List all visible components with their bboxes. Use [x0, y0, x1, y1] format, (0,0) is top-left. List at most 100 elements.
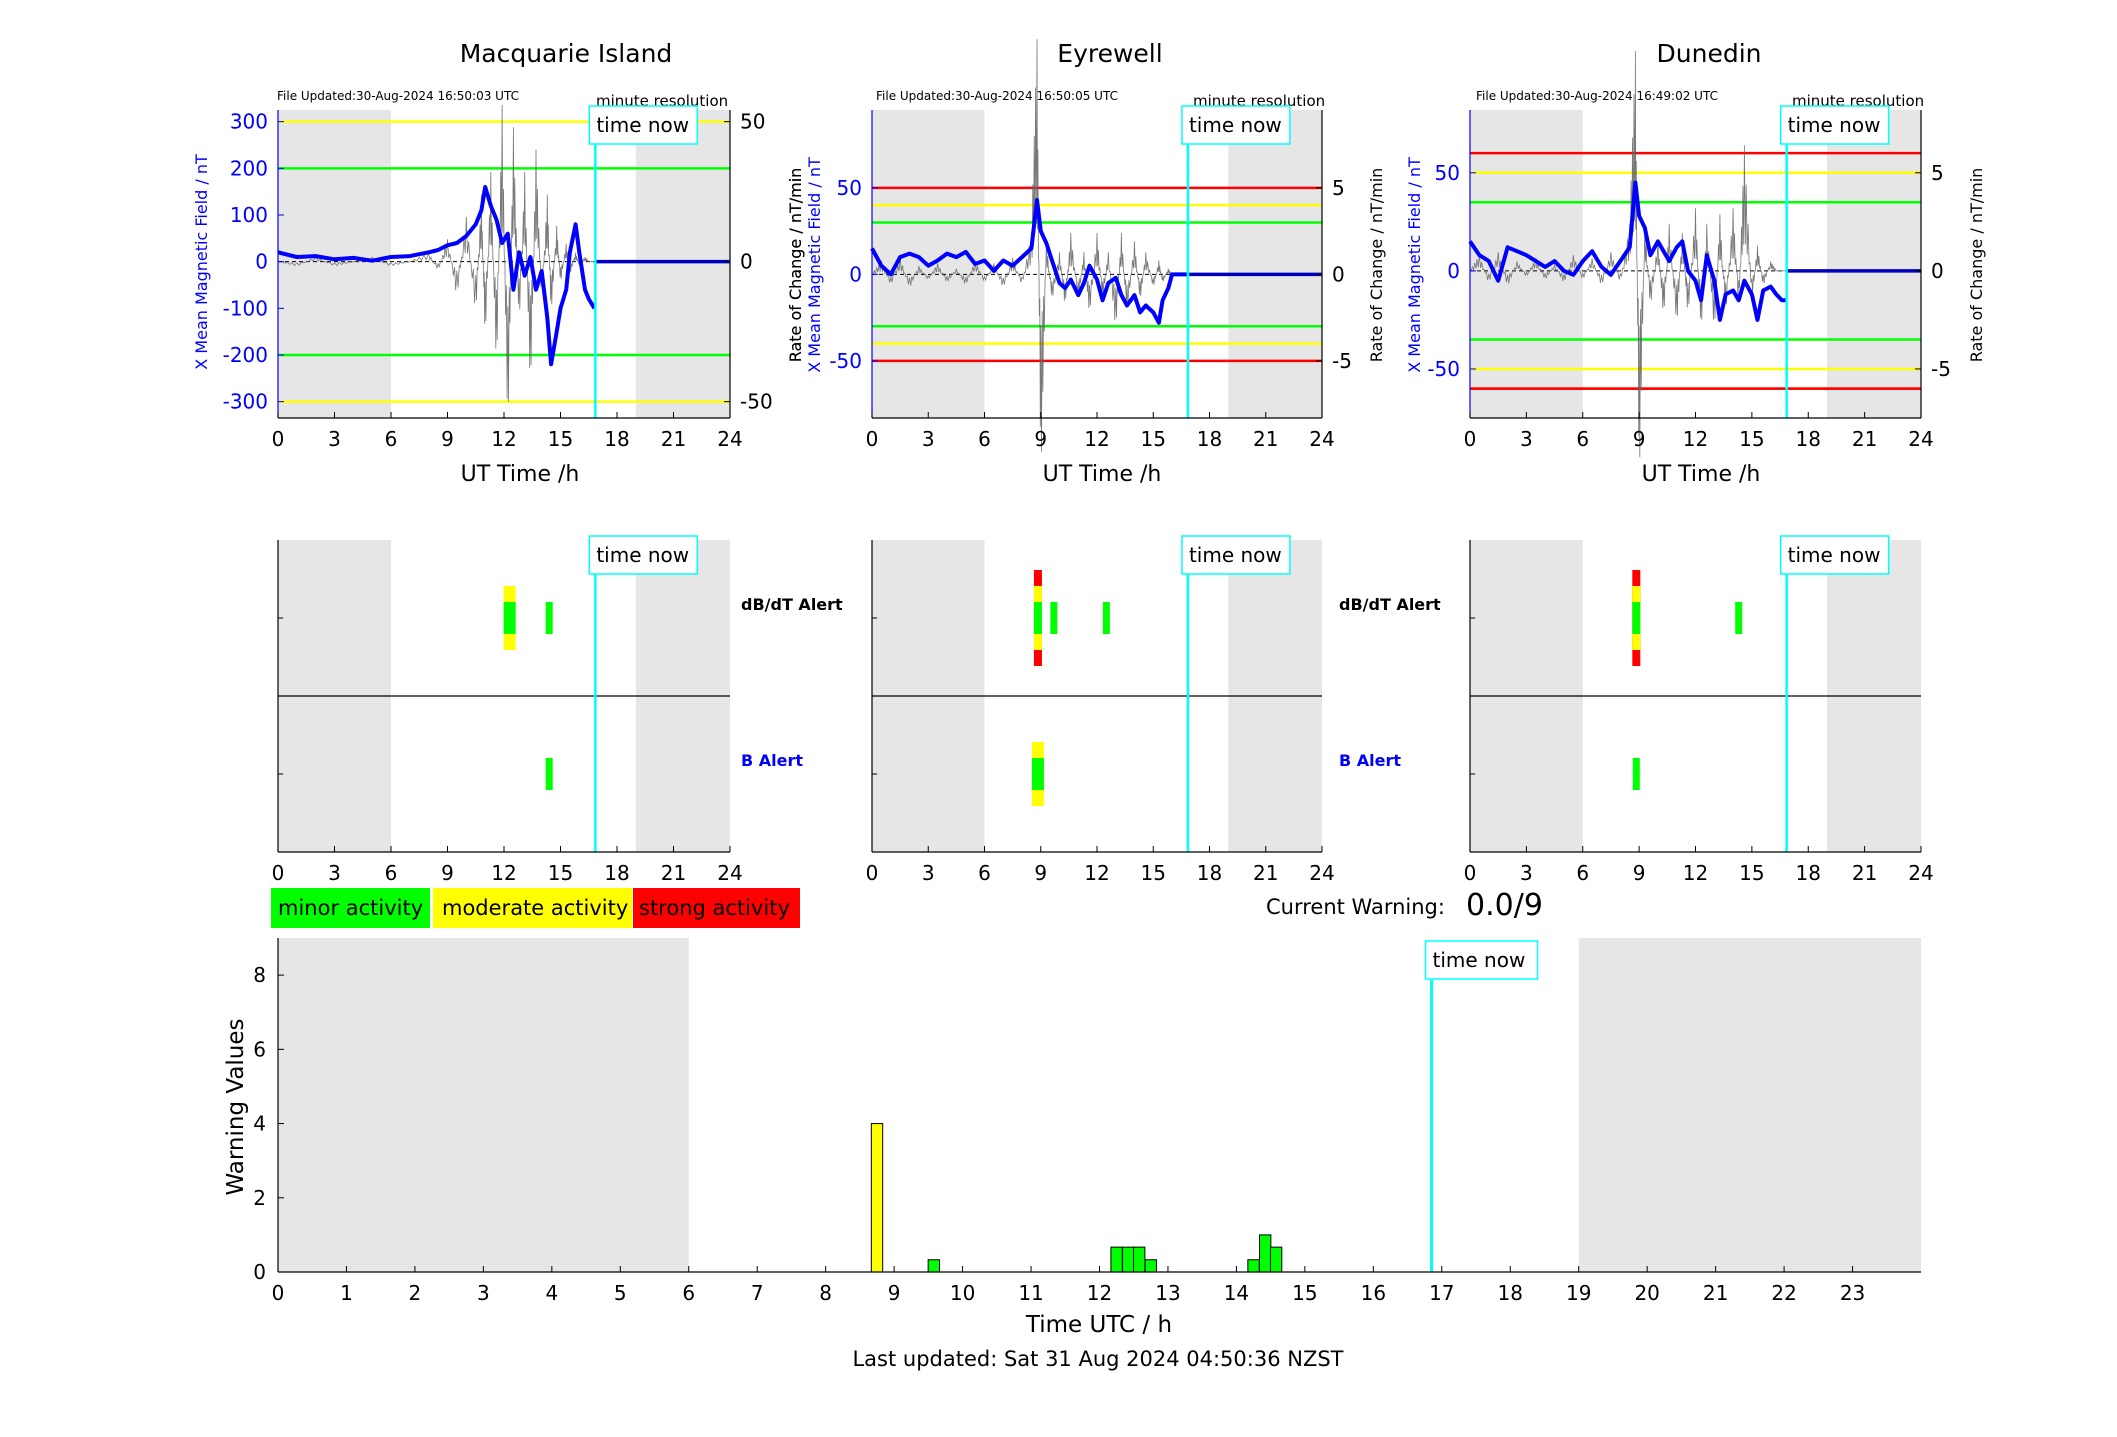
x-tick-label: 10 [950, 1281, 975, 1305]
x-tick-label: 7 [751, 1281, 764, 1305]
mean-field-series [870, 198, 1188, 325]
x-tick-label: 3 [922, 427, 935, 451]
x-tick-label: 3 [1520, 861, 1533, 885]
x-tick-label: 3 [477, 1281, 490, 1305]
y-tick-label-left: -300 [223, 390, 268, 414]
y-tick-label: 0 [253, 1260, 266, 1284]
x-axis-label: UT Time /h [1642, 462, 1761, 487]
x-tick-label: 0 [1464, 861, 1477, 885]
x-tick-label: 15 [1739, 427, 1764, 451]
file-updated-text: File Updated:30-Aug-2024 16:50:03 UTC [277, 89, 519, 103]
y-tick-label-right: -50 [740, 390, 773, 414]
rate-of-change-series [871, 39, 1188, 452]
station-title: Dunedin [1657, 39, 1762, 68]
time-now-box [1181, 105, 1291, 145]
y-tick-label-left: 200 [230, 156, 268, 180]
legend-moderate-swatch [433, 888, 632, 928]
x-tick-label: 24 [717, 427, 742, 451]
x-tick-label: 11 [1018, 1281, 1043, 1305]
x-tick-label: 12 [1683, 427, 1708, 451]
y-axis-label-left: X Mean Magnetic Field / nT [1405, 157, 1424, 373]
y-tick-label-left: 0 [849, 262, 862, 286]
b-alert-label: B Alert [1339, 751, 1401, 770]
x-tick-label: 9 [441, 861, 454, 885]
y-tick-label: 6 [253, 1037, 266, 1061]
x-tick-label: 21 [661, 427, 686, 451]
x-tick-label: 0 [272, 861, 285, 885]
y-tick-label-left: -50 [1427, 357, 1460, 381]
x-tick-label: 17 [1429, 1281, 1454, 1305]
night-shading [278, 938, 689, 1272]
x-tick-label: 24 [1908, 427, 1933, 451]
y-tick-label-right: 0 [1332, 262, 1345, 286]
y-tick-label-right: 0 [740, 250, 753, 274]
y-tick-label-left: -50 [829, 349, 862, 373]
y-axis-label-right: Rate of Change / nT/min [786, 168, 805, 363]
dbdt-alert-mark-minor [1050, 602, 1058, 634]
y-tick-label-left: -100 [223, 296, 268, 320]
station-title: Eyrewell [1057, 39, 1162, 68]
x-tick-label: 8 [819, 1281, 832, 1305]
x-tick-label: 3 [1520, 427, 1533, 451]
x-tick-label: 21 [661, 861, 686, 885]
time-now-box [1181, 535, 1291, 575]
dbdt-alert-mark-minor [1102, 602, 1110, 634]
alert-panel-eyrewell: time now 0 3 6 9 12 15 18 21 24 dB/dT Alert B Ale… [866, 535, 1441, 885]
x-tick-label: 1 [340, 1281, 353, 1305]
x-tick-label: 13 [1155, 1281, 1180, 1305]
dbdt-alert-mark-minor [1735, 602, 1743, 634]
x-tick-label: 21 [1703, 1281, 1728, 1305]
warning-bar [1110, 1246, 1123, 1273]
y-tick-label-right: -5 [1332, 349, 1352, 373]
y-tick-label: 4 [253, 1112, 266, 1136]
x-tick-label: 18 [1197, 427, 1222, 451]
x-tick-label: 20 [1634, 1281, 1659, 1305]
x-tick-label: 24 [717, 861, 742, 885]
x-tick-label: 4 [545, 1281, 558, 1305]
night-shading [278, 110, 391, 418]
x-tick-label: 9 [1034, 861, 1047, 885]
x-tick-label: 18 [604, 861, 629, 885]
time-now-label: time now [596, 543, 689, 567]
mean-field-series [277, 185, 597, 367]
y-tick-label-left: 100 [230, 203, 268, 227]
x-tick-label: 12 [1084, 427, 1109, 451]
y-tick-label-left: 50 [1435, 161, 1460, 185]
x-tick-label: 21 [1253, 427, 1278, 451]
x-tick-label: 21 [1253, 861, 1278, 885]
dbdt-alert-mark-minor [1033, 602, 1042, 634]
activity-legend: minor activity moderate activity strong … [271, 888, 800, 928]
legend-moderate-label: moderate activity [442, 896, 628, 920]
x-tick-label: 0 [1464, 427, 1477, 451]
x-tick-label: 15 [1739, 861, 1764, 885]
dbdt-alert-label: dB/dT Alert [1339, 595, 1441, 614]
x-axis-label: UT Time /h [1043, 462, 1162, 487]
y-axis-label-right-a: Rate of Change / nT/min [786, 168, 805, 363]
x-tick-label: 9 [1633, 427, 1646, 451]
y-axis-label: Warning Values [223, 1018, 249, 1195]
y-tick-label-left: 0 [1447, 259, 1460, 283]
x-tick-label: 2 [409, 1281, 422, 1305]
x-tick-label: 19 [1566, 1281, 1591, 1305]
warning-bar [1247, 1259, 1260, 1273]
x-tick-label: 22 [1771, 1281, 1796, 1305]
y-tick-label-left: -200 [223, 343, 268, 367]
x-tick-label: 24 [1309, 861, 1334, 885]
x-tick-label: 21 [1852, 427, 1877, 451]
b-alert-label: B Alert [741, 751, 803, 770]
current-warning-label: Current Warning: [1266, 895, 1445, 919]
y-axis-label-right: Rate of Change / nT/min [1967, 168, 1986, 363]
y-tick-label-right: 0 [1931, 259, 1944, 283]
x-tick-label: 3 [328, 861, 341, 885]
x-tick-label: 9 [1633, 861, 1646, 885]
legend-strong-swatch [633, 888, 800, 928]
x-tick-label: 0 [866, 861, 879, 885]
dbdt-alert-mark-minor [1632, 602, 1641, 634]
x-tick-label: 18 [1796, 861, 1821, 885]
x-tick-label: 12 [491, 861, 516, 885]
b-alert-mark-minor [1632, 758, 1640, 790]
time-now-box [1424, 940, 1539, 980]
alert-panel-macquarie: time now 0 3 6 9 12 15 18 21 24 dB/dT Alert B Ale… [272, 535, 843, 885]
x-tick-label: 12 [1084, 861, 1109, 885]
